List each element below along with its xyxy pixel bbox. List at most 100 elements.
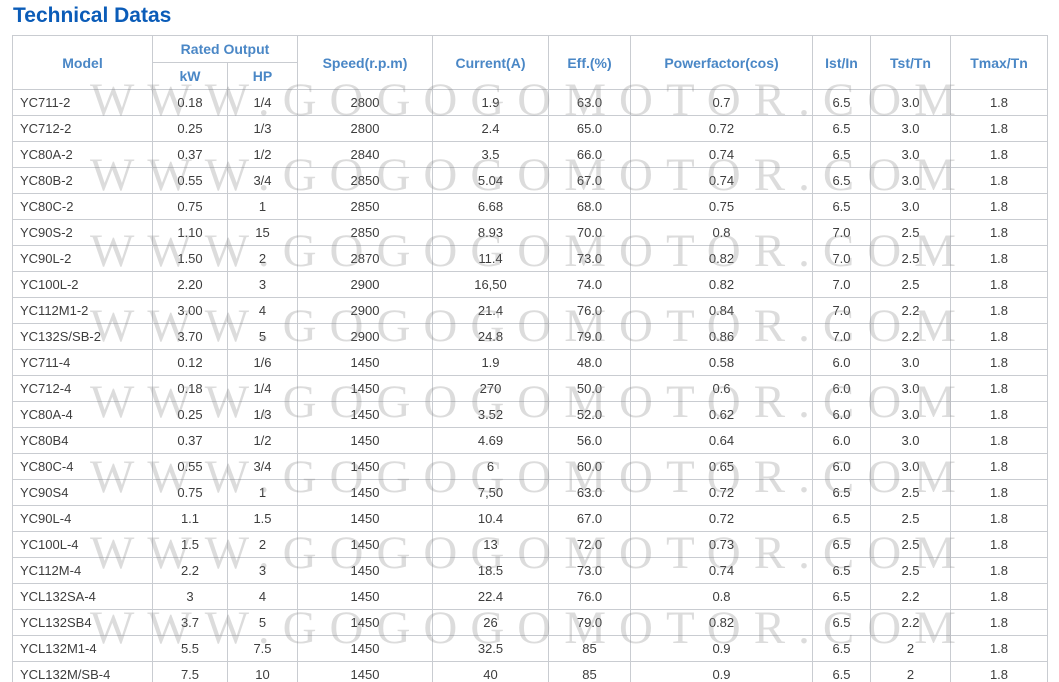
value-cell: 1/4 [227,89,298,116]
value-cell: 1450 [297,453,433,480]
value-cell: 3.0 [870,89,951,116]
value-cell: 4.69 [432,427,549,454]
value-cell: 2 [227,245,298,272]
value-cell: 4 [227,583,298,610]
value-cell: 1.8 [950,661,1048,682]
value-cell: 0.75 [630,193,813,220]
value-cell: 22.4 [432,583,549,610]
value-cell: 7.0 [812,245,871,272]
value-cell: 1.1 [152,505,228,532]
value-cell: 0.18 [152,89,228,116]
value-cell: 72.0 [548,531,631,558]
value-cell: 67.0 [548,505,631,532]
value-cell: 0.55 [152,453,228,480]
value-cell: 0.74 [630,557,813,584]
value-cell: 1.5 [152,531,228,558]
value-cell: 0.37 [152,427,228,454]
value-cell: 3 [152,583,228,610]
table-row: YC132S/SB-2 3.70 5 2900 24.8 79.0 0.86 7.0 2.2 1.… [12,323,1048,350]
table-row: YC80A-4 0.25 1/3 1450 3.52 52.0 0.62 6.0 3.0 1.8 [12,401,1048,428]
table-row: YCL132M/SB-4 7.5 10 1450 40 85 0.9 6.5 2 1.8 [12,661,1048,682]
value-cell: 6.68 [432,193,549,220]
value-cell: 1.8 [950,635,1048,662]
model-cell: YC80C-4 [12,453,153,480]
value-cell: 0.25 [152,401,228,428]
table-row: YC80C-4 0.55 3/4 1450 6 60.0 0.65 6.0 3.0 1.8 [12,453,1048,480]
value-cell: 0.55 [152,167,228,194]
value-cell: 0.82 [630,245,813,272]
value-cell: 2.2 [870,323,951,350]
value-cell: 3.0 [870,115,951,142]
value-cell: 0.37 [152,141,228,168]
table-row: YCL132SB4 3.7 5 1450 26 79.0 0.82 6.5 2.2 1.8 [12,609,1048,636]
value-cell: 3.0 [870,401,951,428]
table-row: YC100L-2 2.20 3 2900 16,50 74.0 0.82 7.0 2.5 1.8 [12,271,1048,298]
value-cell: 1.9 [432,89,549,116]
value-cell: 1450 [297,531,433,558]
table-row: YC80C-2 0.75 1 2850 6.68 68.0 0.75 6.5 3.0 1.8 [12,193,1048,220]
value-cell: 48.0 [548,349,631,376]
value-cell: 10.4 [432,505,549,532]
value-cell: 2.2 [870,609,951,636]
value-cell: 1/3 [227,115,298,142]
value-cell: 0.6 [630,375,813,402]
value-cell: 3.0 [870,375,951,402]
value-cell: 50.0 [548,375,631,402]
table-row: YCL132M1-4 5.5 7.5 1450 32.5 85 0.9 6.5 2 1.8 [12,635,1048,662]
value-cell: 60.0 [548,453,631,480]
value-cell: 2870 [297,245,433,272]
value-cell: 0.62 [630,401,813,428]
column-header-speed: Speed(r.p.m) [297,35,433,90]
table-row: YC112M-4 2.2 3 1450 18.5 73.0 0.74 6.5 2.5 1.8 [12,557,1048,584]
value-cell: 7.0 [812,297,871,324]
value-cell: 3.7 [152,609,228,636]
table-row: YC712-2 0.25 1/3 2800 2.4 65.0 0.72 6.5 3.0 1.8 [12,115,1048,142]
value-cell: 6.0 [812,349,871,376]
value-cell: 0.8 [630,219,813,246]
value-cell: 1450 [297,401,433,428]
value-cell: 7,50 [432,479,549,506]
value-cell: 0.72 [630,115,813,142]
value-cell: 6.5 [812,505,871,532]
value-cell: 2840 [297,141,433,168]
table-row: YC711-4 0.12 1/6 1450 1.9 48.0 0.58 6.0 3.0 1.8 [12,349,1048,376]
value-cell: 7.0 [812,219,871,246]
value-cell: 0.82 [630,271,813,298]
value-cell: 6.0 [812,401,871,428]
technical-data-table: Model Rated Output Speed(r.p.m) Current(… [12,35,1048,682]
value-cell: 1/6 [227,349,298,376]
value-cell: 1.8 [950,167,1048,194]
value-cell: 7.0 [812,271,871,298]
value-cell: 1/3 [227,401,298,428]
value-cell: 3 [227,271,298,298]
value-cell: 1.5 [227,505,298,532]
value-cell: 6 [432,453,549,480]
model-cell: YCL132M/SB-4 [12,661,153,682]
value-cell: 6.0 [812,453,871,480]
model-cell: YCL132SA-4 [12,583,153,610]
value-cell: 85 [548,635,631,662]
value-cell: 0.9 [630,661,813,682]
value-cell: 1/2 [227,141,298,168]
value-cell: 73.0 [548,245,631,272]
model-cell: YCL132M1-4 [12,635,153,662]
value-cell: 3/4 [227,167,298,194]
value-cell: 0.74 [630,141,813,168]
value-cell: 73.0 [548,557,631,584]
value-cell: 2.5 [870,219,951,246]
value-cell: 65.0 [548,115,631,142]
column-header-current: Current(A) [432,35,549,90]
value-cell: 76.0 [548,583,631,610]
value-cell: 79.0 [548,609,631,636]
value-cell: 70.0 [548,219,631,246]
column-header-eff: Eff.(%) [548,35,631,90]
model-cell: YC711-2 [12,89,153,116]
value-cell: 7.0 [812,323,871,350]
value-cell: 0.74 [630,167,813,194]
value-cell: 1450 [297,661,433,682]
value-cell: 26 [432,609,549,636]
table-row: YC100L-4 1.5 2 1450 13 72.0 0.73 6.5 2.5 1.8 [12,531,1048,558]
value-cell: 3.0 [870,453,951,480]
column-header-tst-tn: Tst/Tn [870,35,951,90]
